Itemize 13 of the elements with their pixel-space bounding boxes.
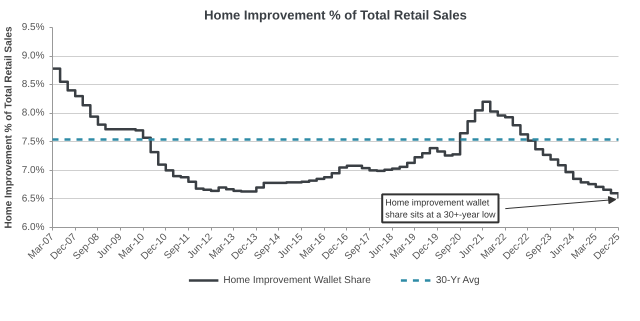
y-tick-label: 7.0% [22, 164, 45, 176]
y-tick-label: 6.5% [22, 193, 45, 204]
y-tick-label: 9.5% [22, 22, 45, 33]
legend-label: Home Improvement Wallet Share [223, 274, 371, 286]
y-tick-label: 8.0% [22, 108, 45, 119]
annotation: Home improvement wallet share sits at a 30+-year low [385, 197, 496, 220]
y-tick-label: 6.0% [22, 222, 45, 233]
y-tick-label: 8.5% [22, 79, 45, 90]
chart-title: Home Improvement % of Total Retail Sales [204, 8, 467, 22]
legend-label: 30-Yr Avg [436, 274, 480, 286]
y-tick-label: 9.0% [22, 50, 45, 62]
y-tick-label: 7.5% [22, 136, 45, 148]
y-axis-title: Home Improvement % of Total Retail Sales [4, 26, 15, 229]
